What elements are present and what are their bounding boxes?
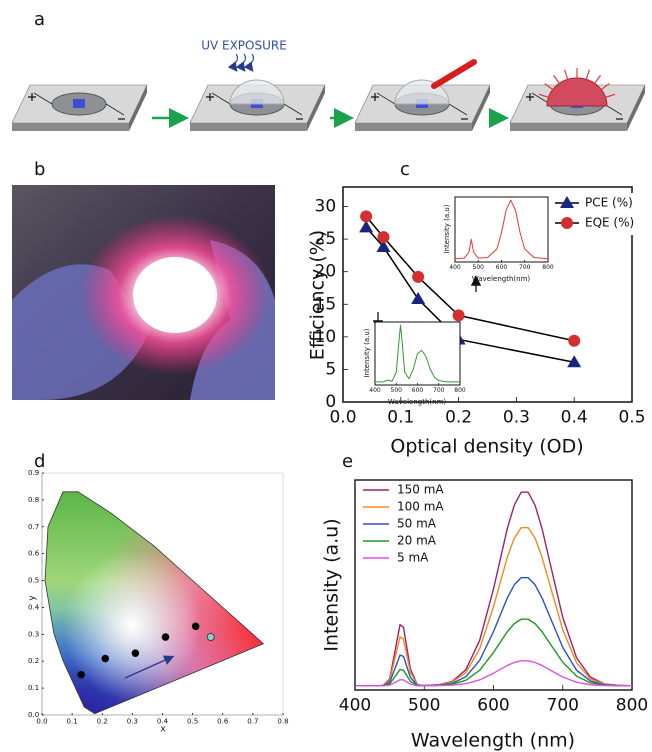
point [162, 634, 169, 641]
panel-label: a [34, 9, 45, 30]
x-tick-label: 500 [408, 695, 440, 715]
x-axis-label: Wavelength (nm) [411, 730, 575, 752]
y-axis-label: Intensity (a.u) [363, 328, 371, 377]
marker [568, 335, 580, 347]
marker [377, 231, 389, 243]
x-tick-label: 0.6 [217, 717, 229, 725]
dome [230, 80, 284, 104]
x-tick-label: 800 [454, 387, 466, 394]
x-tick-label: 0.3 [127, 717, 138, 725]
y-tick-label: 0.3 [28, 630, 39, 638]
y-tick-label: 0.5 [28, 577, 39, 585]
legend-label: 20 mA [397, 534, 437, 548]
x-tick-label: 500 [391, 387, 403, 394]
x-axis-label: Wavelength(nm) [472, 275, 531, 283]
x-tick-label: 0.4 [561, 407, 588, 427]
x-axis-label: x [160, 725, 166, 735]
x-tick-label: 700 [547, 695, 579, 715]
x-tick-label: 0.2 [445, 407, 472, 427]
point [102, 655, 109, 662]
x-tick-label: 0.7 [247, 717, 258, 725]
y-tick-label: 0 [325, 392, 336, 412]
x-tick-label: 0.1 [67, 717, 78, 725]
legend-label: 5 mA [397, 551, 429, 565]
syringe [434, 62, 474, 86]
device-front [510, 123, 627, 131]
marker [360, 210, 372, 222]
legend-label: EQE (%) [585, 216, 634, 230]
legend-label: 50 mA [397, 517, 437, 531]
marker [453, 309, 465, 321]
y-tick-label: 5 [325, 359, 336, 379]
y-tick-label: 0.6 [28, 550, 40, 558]
photo [12, 185, 275, 400]
point [78, 671, 85, 678]
panel-label: c [400, 159, 410, 180]
figure: a b c d e UV EXPOSURE 0.00.10.20.30.40.5… [0, 0, 652, 752]
marker [561, 217, 573, 229]
y-tick-label: 0.4 [28, 603, 40, 611]
x-tick-label: 600 [477, 695, 509, 715]
device-front [12, 123, 129, 131]
x-tick-label: 400 [339, 695, 371, 715]
point [192, 623, 199, 630]
x-tick-label: 600 [496, 264, 508, 271]
x-tick-label: 0.1 [387, 407, 414, 427]
y-tick-label: 0.1 [28, 684, 39, 692]
x-tick-label: 0.8 [277, 717, 288, 725]
uv-label: UV EXPOSURE [201, 39, 287, 53]
x-tick-label: 700 [519, 264, 531, 271]
red-dome [547, 78, 607, 106]
y-axis-label: y [28, 595, 38, 601]
series-line [355, 578, 632, 686]
x-tick-label: 600 [412, 387, 424, 394]
led-chip [73, 99, 85, 108]
y-tick-label: 30 [315, 197, 337, 217]
device-front [355, 123, 472, 131]
y-tick-label: 0.0 [28, 711, 39, 719]
x-tick-label: 400 [449, 264, 461, 271]
device-front [190, 123, 307, 131]
uv-arrows [235, 54, 254, 70]
cie-gamut [40, 470, 270, 720]
point [132, 650, 139, 657]
marker [411, 292, 425, 304]
marker [412, 271, 424, 283]
process-diagram [12, 62, 645, 131]
light-ray [593, 75, 600, 85]
x-tick-label: 0.2 [97, 717, 108, 725]
light-ray [553, 75, 560, 85]
x-tick-label: 800 [616, 695, 648, 715]
x-tick-label: 0.5 [618, 407, 645, 427]
legend-label: PCE (%) [585, 196, 633, 210]
y-axis-label: Intensity (a.u) [321, 518, 343, 651]
y-axis-label: Efficiency (%) [307, 230, 329, 360]
legend-label: 150 mA [397, 483, 444, 497]
x-tick-label: 800 [542, 264, 554, 271]
point [207, 634, 214, 641]
x-tick-label: 0.5 [187, 717, 198, 725]
y-tick-label: 0.9 [28, 469, 39, 477]
y-axis-label: Intensity (a.u) [443, 204, 451, 253]
x-tick-label: 0.3 [503, 407, 530, 427]
x-tick-label: 500 [473, 264, 485, 271]
y-tick-label: 0.7 [28, 523, 39, 531]
x-axis-label: Wavelength(nm) [388, 398, 447, 406]
y-tick-label: 0.8 [28, 496, 39, 504]
x-tick-label: 400 [369, 387, 381, 394]
y-tick-label: 0.2 [28, 657, 39, 665]
legend-label: 100 mA [397, 500, 444, 514]
x-tick-label: 700 [433, 387, 445, 394]
x-axis-label: Optical density (OD) [390, 436, 583, 458]
panel-label: e [342, 451, 353, 472]
panel-label: b [34, 159, 45, 180]
